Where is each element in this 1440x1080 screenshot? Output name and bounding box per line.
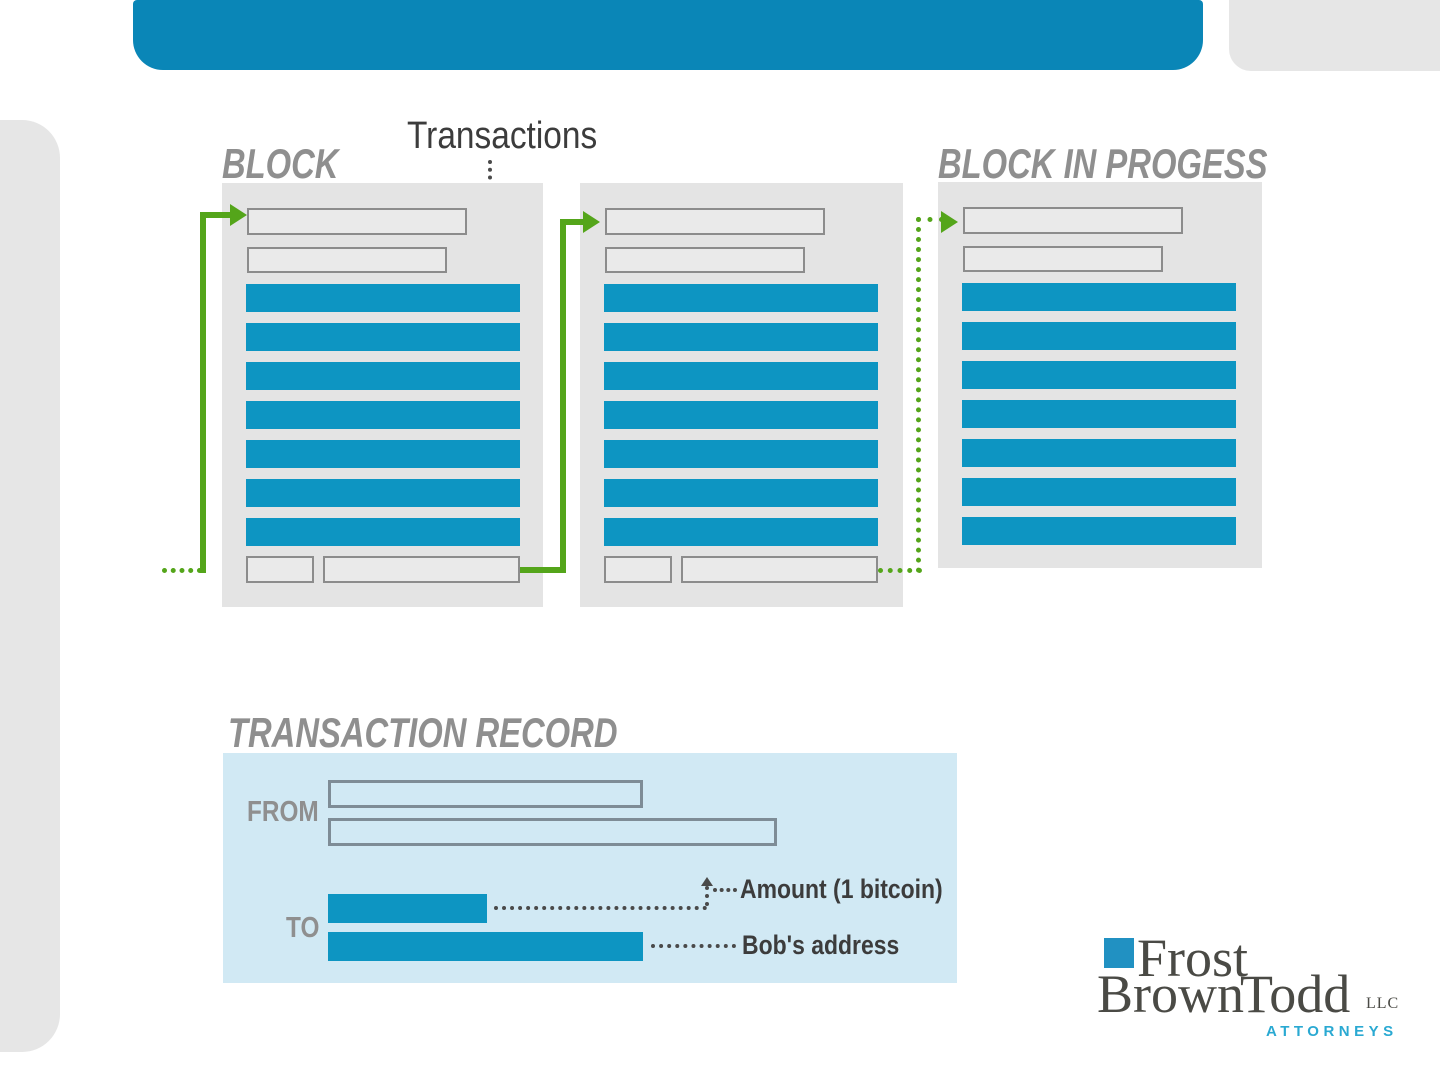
address-bar — [328, 932, 643, 961]
block-footer-field — [246, 556, 314, 583]
chain-link-dotted-line — [162, 568, 202, 573]
transaction-bar — [604, 479, 878, 507]
chain-link-dotted-line — [878, 568, 922, 573]
transaction-bar — [246, 440, 520, 468]
chain-link-line — [560, 219, 586, 225]
to-label: TO — [286, 912, 320, 944]
transactions-label: Transactions — [407, 115, 598, 157]
chain-link-line — [520, 567, 566, 573]
transaction-bar — [246, 479, 520, 507]
from-field — [328, 780, 643, 808]
from-label: FROM — [247, 796, 319, 828]
block-header-field — [605, 208, 825, 235]
block-header-field — [605, 247, 805, 273]
block-footer-field — [681, 556, 878, 583]
block-header-field — [963, 207, 1183, 234]
chain-link-line — [200, 212, 206, 573]
block-panel — [580, 183, 903, 607]
left-side-tab — [0, 120, 60, 1052]
top-right-corner-tab — [1229, 0, 1440, 71]
logo-suffix-llc: LLC — [1366, 995, 1400, 1012]
chain-link-arrowhead-icon — [941, 211, 958, 233]
block-header-field — [963, 246, 1163, 272]
transaction-bar — [246, 401, 520, 429]
block-panel — [938, 182, 1262, 568]
slide-header-bar — [133, 0, 1203, 70]
transaction-bar — [246, 518, 520, 546]
address-pointer-line — [651, 944, 736, 948]
amount-callout-label: Amount (1 bitcoin) — [740, 874, 943, 904]
block-in-progress-title: BLOCK IN PROGESS — [938, 140, 1268, 187]
from-field — [328, 818, 777, 846]
block-footer-field — [323, 556, 520, 583]
logo-tagline: ATTORNEYS — [1266, 1023, 1398, 1040]
transaction-bar — [604, 440, 878, 468]
transaction-bar — [604, 284, 878, 312]
transaction-bar — [604, 362, 878, 390]
transaction-bar — [604, 323, 878, 351]
transaction-bar — [962, 439, 1236, 467]
amount-pointer-line — [713, 888, 737, 892]
transaction-bar — [962, 322, 1236, 350]
transaction-bar — [604, 401, 878, 429]
block-header-field — [247, 208, 467, 235]
block-panel — [222, 183, 543, 607]
transaction-bar — [246, 284, 520, 312]
logo-square-icon — [1104, 938, 1134, 968]
logo-word-todd: Todd — [1240, 964, 1351, 1024]
chain-link-arrowhead-icon — [583, 211, 600, 233]
amount-pointer-line — [705, 886, 709, 906]
transaction-record-title: TRANSACTION RECORD — [228, 709, 618, 756]
amount-pointer-line — [494, 906, 707, 910]
transaction-bar — [246, 362, 520, 390]
chain-link-line — [200, 212, 233, 218]
chain-link-dotted-line — [916, 217, 944, 222]
transaction-bar — [962, 361, 1236, 389]
transaction-bar — [246, 323, 520, 351]
logo-word-brown: Brown — [1097, 964, 1244, 1024]
address-callout-label: Bob's address — [742, 930, 900, 960]
transaction-bar — [962, 283, 1236, 311]
amount-bar — [328, 894, 487, 923]
logo-word-frost: Frost — [1137, 928, 1249, 988]
chain-link-line — [560, 219, 566, 573]
chain-link-dotted-line — [916, 217, 921, 573]
block-title: BLOCK — [222, 140, 339, 187]
transaction-bar — [962, 478, 1236, 506]
transaction-bar — [604, 518, 878, 546]
block-header-field — [247, 247, 447, 273]
amount-pointer-arrow-icon — [701, 877, 713, 886]
chain-link-arrowhead-icon — [230, 204, 247, 226]
transaction-bar — [962, 400, 1236, 428]
transaction-bar — [962, 517, 1236, 545]
block-footer-field — [604, 556, 672, 583]
